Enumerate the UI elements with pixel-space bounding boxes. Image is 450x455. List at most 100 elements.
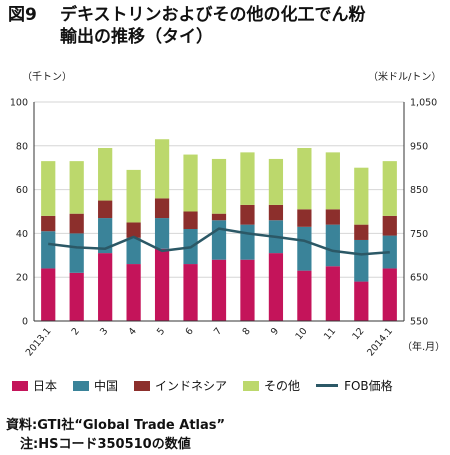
bar-indonesia	[382, 215, 397, 236]
x-tick-label: 2	[70, 326, 82, 338]
y2-tick-label: 950	[410, 141, 428, 152]
bar-other	[41, 161, 56, 216]
bar-other	[354, 167, 369, 225]
bar-japan	[382, 268, 397, 321]
legend-label-other: その他	[264, 379, 301, 393]
y-tick-label: 0	[22, 317, 28, 328]
bar-other	[297, 147, 312, 210]
bar-china	[126, 237, 141, 265]
bar-japan	[41, 268, 56, 321]
source-line: 資料:GTI社“Global Trade Atlas”	[6, 418, 226, 433]
bar-china	[41, 231, 56, 269]
bar-indonesia	[98, 200, 113, 219]
bar-japan	[325, 266, 340, 321]
bar-other	[183, 154, 198, 212]
legend-item-other: その他	[243, 377, 300, 394]
note-line: 注:HSコード350510の数値	[20, 437, 191, 452]
legend-swatch-other	[243, 380, 260, 391]
bar-other	[154, 139, 170, 199]
source-note: 資料:GTI社“Global Trade Atlas” 注:HSコード35051…	[6, 416, 225, 454]
y2-tick-label: 650	[410, 273, 428, 284]
title-line-1: デキストリンおよびその他の化工でん粉	[60, 5, 366, 25]
legend-swatch-fob	[316, 384, 339, 387]
bar-other	[325, 152, 340, 210]
left-axis-unit: （千トン）	[22, 72, 72, 83]
bar-china	[69, 233, 84, 273]
bar-japan	[297, 270, 312, 321]
chart-legend: 日本 中国 インドネシア その他 FOB価格	[12, 377, 409, 394]
bar-china	[325, 224, 340, 267]
x-tick-label: 9	[269, 326, 281, 338]
bar-indonesia	[325, 209, 340, 225]
bar-china	[297, 226, 312, 271]
bar-indonesia	[297, 209, 312, 227]
legend-item-indonesia: インドネシア	[134, 377, 227, 394]
x-axis-unit: （年.月）	[402, 342, 446, 353]
bar-other	[98, 147, 113, 201]
x-tick-label: 6	[184, 326, 196, 338]
fob-price-line	[48, 227, 390, 256]
bar-other	[268, 158, 284, 205]
bar-indonesia	[183, 211, 198, 230]
legend-swatch-japan	[12, 380, 28, 391]
bar-indonesia	[154, 198, 170, 219]
x-tick-label: 3	[98, 326, 110, 338]
bar-china	[211, 220, 227, 260]
figure-number: 図9	[8, 5, 37, 25]
bar-japan	[268, 253, 284, 321]
y-tick-label: 100	[10, 98, 28, 109]
bar-china	[354, 239, 369, 282]
legend-label-indonesia: インドネシア	[155, 379, 228, 393]
bar-other	[211, 158, 227, 214]
x-tick-label: 12	[350, 326, 366, 342]
bar-china	[98, 218, 113, 254]
bar-other	[240, 152, 255, 205]
bar-japan	[183, 264, 198, 321]
bar-indonesia	[69, 213, 84, 234]
x-tick-label: 2014.1	[365, 326, 395, 359]
x-tick-label: 11	[322, 326, 338, 342]
y-tick-label: 80	[16, 141, 28, 152]
bar-japan	[354, 281, 369, 321]
x-tick-label: 8	[240, 326, 252, 338]
bar-other	[69, 161, 84, 214]
legend-item-china: 中国	[73, 377, 118, 394]
y-tick-label: 60	[16, 185, 28, 196]
bar-indonesia	[354, 224, 369, 240]
y-tick-label: 40	[16, 229, 28, 240]
x-tick-label: 2013.1	[24, 326, 54, 359]
y-tick-label: 20	[16, 273, 28, 284]
bar-indonesia	[240, 204, 255, 225]
y2-tick-label: 750	[410, 229, 428, 240]
x-tick-label: 10	[293, 326, 309, 342]
bar-japan	[240, 259, 255, 321]
bar-japan	[69, 272, 84, 321]
bar-japan	[98, 253, 113, 321]
bar-indonesia	[268, 204, 284, 221]
legend-item-japan: 日本	[12, 377, 57, 394]
bar-indonesia	[211, 213, 227, 221]
bar-other	[126, 169, 141, 223]
bar-indonesia	[126, 222, 141, 238]
bar-china	[154, 218, 170, 249]
legend-item-fob: FOB価格	[316, 377, 393, 394]
x-tick-label: 5	[155, 326, 167, 338]
chart-title: 図9 デキストリンおよびその他の化工でん粉 輸出の推移（タイ）	[8, 4, 366, 48]
bar-japan	[211, 259, 227, 321]
y2-tick-label: 850	[410, 185, 428, 196]
y2-tick-label: 1,050	[410, 98, 437, 109]
y2-tick-label: 550	[410, 317, 428, 328]
title-line-2: 輸出の推移（タイ）	[60, 27, 213, 47]
legend-swatch-china	[73, 380, 90, 391]
legend-swatch-indonesia	[134, 380, 151, 391]
bar-japan	[154, 248, 170, 321]
right-axis-unit: （米ドル/トン）	[368, 72, 442, 83]
legend-label-fob: FOB価格	[344, 379, 393, 393]
legend-label-china: 中国	[94, 379, 119, 393]
x-tick-label: 4	[127, 326, 139, 338]
bar-indonesia	[41, 215, 56, 232]
bar-china	[240, 224, 255, 260]
legend-label-japan: 日本	[33, 379, 58, 393]
x-tick-label: 7	[212, 326, 224, 338]
